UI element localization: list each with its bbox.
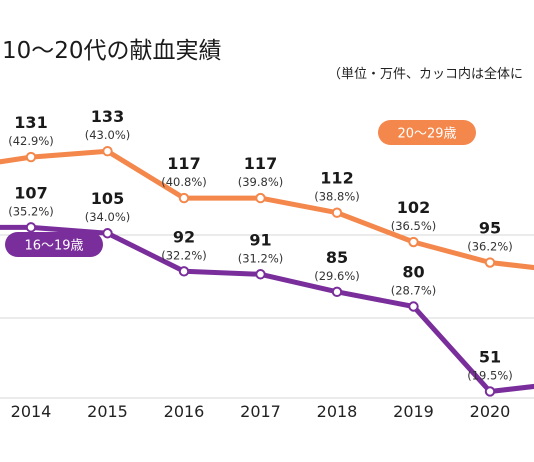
pct-label-s1-5: (29.6%) bbox=[314, 269, 360, 283]
point-s1-5 bbox=[331, 286, 343, 298]
value-label-s0-5: 112 bbox=[320, 169, 353, 188]
value-label-s1-4: 91 bbox=[249, 230, 271, 249]
point-s0-7 bbox=[484, 257, 496, 268]
value-label-s1-2: 105 bbox=[91, 189, 124, 208]
legend-label-0: 20〜29歳 bbox=[397, 127, 456, 142]
pct-label-s1-6: (28.7%) bbox=[391, 283, 437, 297]
value-label-s1-5: 85 bbox=[326, 248, 348, 267]
pct-label-s1-4: (31.2%) bbox=[238, 251, 284, 265]
chart-title: 10〜20代の献血実績 bbox=[2, 38, 222, 64]
point-s0-1 bbox=[25, 151, 37, 163]
pct-label-s0-1: (42.9%) bbox=[8, 134, 54, 148]
value-label-s1-1: 107 bbox=[14, 183, 47, 202]
point-s1-4 bbox=[255, 269, 266, 280]
value-label-s0-3: 117 bbox=[167, 154, 200, 173]
value-label-s0-6: 102 bbox=[397, 198, 430, 217]
point-s0-5 bbox=[331, 207, 343, 218]
point-s1-7 bbox=[484, 386, 496, 397]
pct-label-s1-3: (32.2%) bbox=[161, 248, 207, 262]
data-labels: 131 (42.9%) 133 (43.0%) 117 (40.8%) 117 (39.8%)… bbox=[8, 107, 513, 382]
pct-label-s0-2: (43.0%) bbox=[85, 128, 131, 142]
value-label-s1-7: 51 bbox=[479, 347, 501, 366]
pct-label-s1-1: (35.2%) bbox=[8, 204, 54, 218]
pct-label-s0-4: (39.8%) bbox=[238, 175, 284, 189]
pct-label-s0-6: (36.5%) bbox=[391, 219, 437, 233]
value-label-s0-1: 131 bbox=[14, 113, 47, 132]
point-s1-1 bbox=[25, 222, 37, 233]
pct-label-s0-7: (36.2%) bbox=[467, 240, 513, 254]
value-label-s1-6: 80 bbox=[402, 262, 424, 281]
legend-pill-1 bbox=[5, 232, 103, 257]
x-tick-2019: 2019 bbox=[393, 402, 434, 421]
point-s0-2 bbox=[102, 146, 113, 157]
point-s0-6 bbox=[408, 236, 419, 248]
x-tick-2015: 2015 bbox=[87, 402, 128, 421]
value-label-s0-7: 95 bbox=[479, 219, 501, 238]
x-tick-2014: 2014 bbox=[11, 402, 52, 421]
value-label-s0-2: 133 bbox=[91, 107, 124, 126]
legend: 20〜29歳 16〜19歳 bbox=[5, 120, 476, 257]
pct-label-s1-7: (19.5%) bbox=[467, 368, 513, 382]
point-s1-6 bbox=[408, 301, 419, 312]
pct-label-s0-5: (38.8%) bbox=[314, 190, 360, 204]
x-axis-ticks: 2014 2015 2016 2017 2018 2019 2020 bbox=[11, 402, 511, 421]
legend-label-1: 16〜19歳 bbox=[24, 239, 83, 254]
value-label-s1-3: 92 bbox=[173, 227, 195, 246]
point-s0-3 bbox=[178, 192, 190, 204]
x-tick-2017: 2017 bbox=[240, 402, 281, 421]
point-s1-2 bbox=[102, 228, 113, 239]
pct-label-s1-2: (34.0%) bbox=[85, 210, 131, 224]
x-tick-2018: 2018 bbox=[317, 402, 358, 421]
data-points bbox=[25, 146, 496, 397]
value-label-s0-4: 117 bbox=[244, 154, 277, 173]
chart-subtitle: （単位・万件、カッコ内は全体に bbox=[328, 66, 523, 82]
x-tick-2016: 2016 bbox=[164, 402, 205, 421]
x-tick-2020: 2020 bbox=[470, 402, 511, 421]
pct-label-s0-3: (40.8%) bbox=[161, 175, 207, 189]
point-s0-4 bbox=[255, 192, 266, 204]
legend-pill-0 bbox=[378, 120, 476, 145]
point-s1-3 bbox=[178, 266, 190, 277]
